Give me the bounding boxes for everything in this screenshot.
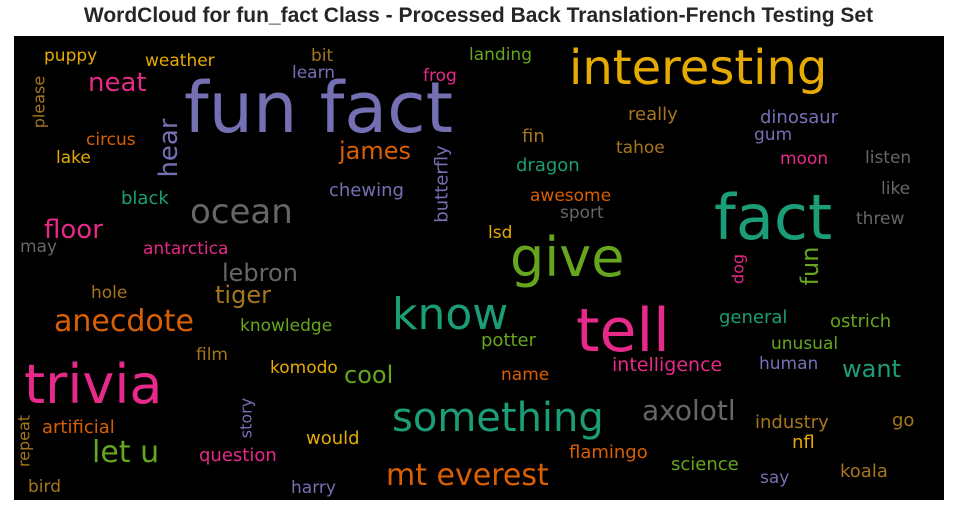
word-general: general (719, 307, 787, 328)
word-lsd: lsd (488, 223, 512, 243)
word-harry: harry (291, 478, 336, 498)
word-lebron: lebron (222, 259, 298, 287)
word-name: name (501, 365, 549, 385)
word-listen: listen (865, 148, 911, 168)
chart-title: WordCloud for fun_fact Class - Processed… (83, 4, 874, 27)
word-trivia: trivia (24, 353, 162, 416)
word-butterfly: butterfly (432, 145, 453, 223)
word-let-u: let u (92, 435, 159, 470)
word-fact: fact (714, 181, 832, 254)
word-want: want (842, 355, 901, 383)
word-komodo: komodo (270, 358, 338, 378)
word-frog: frog (423, 66, 457, 86)
word-james: james (338, 137, 411, 165)
word-tiger: tiger (215, 281, 271, 309)
word-flamingo: flamingo (569, 442, 648, 463)
word-hole: hole (91, 283, 127, 303)
wordcloud-svg: fun fact interestingfacttelltriviagivekno… (15, 40, 915, 498)
word-like: like (881, 179, 910, 199)
word-mt-everest: mt everest (386, 458, 549, 493)
word-artificial: artificial (42, 417, 115, 438)
word-ostrich: ostrich (830, 311, 891, 332)
word-fun: fun (796, 247, 824, 286)
word-antarctica: antarctica (143, 239, 228, 259)
word-hear: hear (154, 118, 184, 177)
word-landing: landing (469, 45, 532, 65)
word-tahoe: tahoe (616, 138, 665, 158)
word-interesting: interesting (569, 40, 827, 96)
word-ocean: ocean (190, 192, 293, 232)
word-cool: cool (344, 361, 393, 389)
word-something: something (392, 395, 604, 441)
word-give: give (510, 226, 624, 289)
word-awesome: awesome (530, 186, 611, 206)
word-knowledge: knowledge (240, 316, 332, 336)
word-fun-fact: fun fact (184, 67, 453, 149)
word-bit: bit (311, 46, 334, 66)
word-threw: threw (856, 209, 905, 229)
word-may: may (20, 237, 57, 257)
word-lake: lake (56, 148, 91, 168)
word-industry: industry (755, 412, 829, 433)
word-intelligence: intelligence (612, 354, 722, 376)
word-gum: gum (754, 125, 792, 145)
word-circus: circus (86, 130, 136, 150)
word-koala: koala (840, 461, 888, 482)
word-learn: learn (292, 63, 335, 83)
word-question: question (199, 445, 277, 466)
word-go: go (892, 410, 914, 431)
word-potter: potter (481, 330, 537, 351)
word-floor: floor (44, 215, 103, 245)
word-nfl: nfl (792, 432, 815, 453)
word-fin: fin (522, 126, 545, 147)
word-say: say (760, 468, 789, 488)
word-black: black (121, 188, 169, 209)
word-tell: tell (576, 296, 670, 366)
word-bird: bird (28, 477, 61, 497)
word-dragon: dragon (516, 155, 580, 176)
word-repeat: repeat (15, 415, 34, 467)
word-weather: weather (145, 51, 215, 71)
word-really: really (628, 104, 678, 125)
word-dog: dog (729, 254, 748, 284)
word-story: story (237, 398, 256, 438)
word-know: know (392, 289, 508, 340)
word-anecdote: anecdote (54, 304, 194, 339)
word-sport: sport (560, 203, 604, 223)
word-please: please (30, 76, 49, 128)
word-neat: neat (88, 68, 147, 98)
wordcloud-canvas: fun fact interesting fact tell trivia give kno… (14, 36, 944, 500)
word-puppy: puppy (44, 46, 97, 66)
word-unusual: unusual (771, 334, 838, 354)
word-dinosaur: dinosaur (760, 107, 839, 128)
word-film: film (196, 345, 228, 365)
word-moon: moon (780, 149, 828, 169)
word-chewing: chewing (329, 180, 404, 201)
word-axolotl: axolotl (642, 394, 736, 427)
word-would: would (306, 428, 360, 449)
word-human: human (759, 354, 818, 374)
word-science: science (671, 454, 739, 475)
